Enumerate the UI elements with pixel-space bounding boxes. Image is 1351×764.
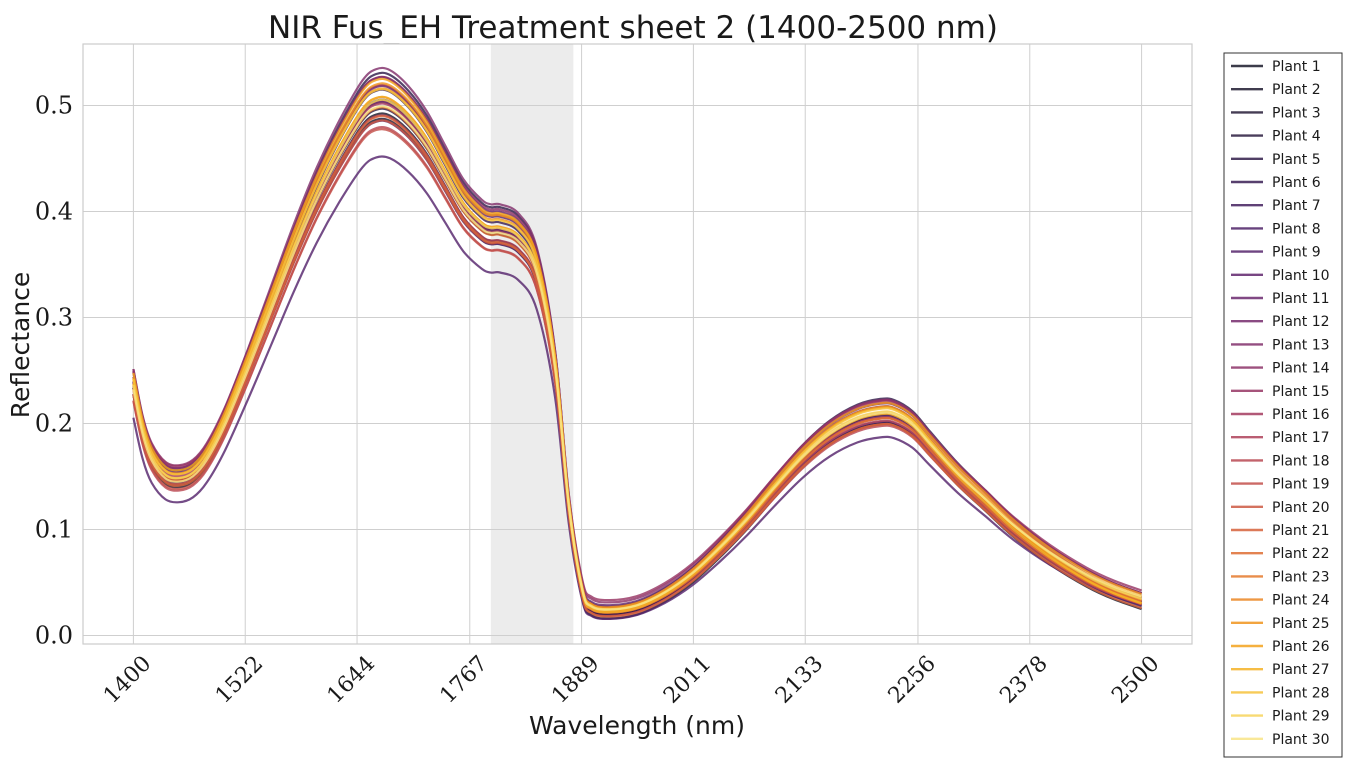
x-tick-label: 1644 (323, 651, 380, 708)
legend-label-9: Plant 9 (1272, 245, 1321, 261)
legend-label-28: Plant 28 (1272, 685, 1330, 701)
x-tick-label: 2133 (771, 651, 828, 708)
legend-label-25: Plant 25 (1272, 616, 1330, 632)
shaded-region-layer (490, 44, 574, 644)
legend-label-15: Plant 15 (1272, 384, 1330, 400)
legend-label-23: Plant 23 (1272, 569, 1330, 585)
x-tick-label: 1400 (99, 651, 156, 708)
series-line-9 (132, 155, 1142, 621)
x-tick-label: 2011 (659, 651, 716, 708)
x-tick-label: 2256 (884, 651, 941, 708)
legend-label-3: Plant 3 (1272, 105, 1321, 121)
legend-label-20: Plant 20 (1272, 500, 1330, 516)
x-tick-label: 1522 (211, 651, 268, 708)
legend-box (1223, 52, 1343, 758)
legend-label-4: Plant 4 (1272, 129, 1321, 145)
legend-label-21: Plant 21 (1272, 523, 1330, 539)
legend-label-10: Plant 10 (1272, 268, 1330, 284)
chart-title: NIR Fus_EH Treatment sheet 2 (1400-2500 … (268, 10, 998, 46)
plot-area (83, 44, 1192, 644)
y-axis-label: Reflectance (6, 272, 35, 419)
shaded-region (490, 44, 574, 644)
legend-label-29: Plant 29 (1272, 709, 1330, 725)
x-tick-label: 2378 (995, 651, 1052, 708)
plot-background (83, 44, 1192, 644)
x-tick-label: 1767 (435, 651, 492, 708)
legend-label-13: Plant 13 (1272, 337, 1330, 353)
legend-label-30: Plant 30 (1272, 732, 1330, 748)
legend-label-19: Plant 19 (1272, 477, 1330, 493)
legend-label-14: Plant 14 (1272, 361, 1330, 377)
grid-layer (83, 44, 1192, 644)
legend-label-27: Plant 27 (1272, 662, 1330, 678)
x-tick-label: 1889 (547, 651, 604, 708)
legend-label-18: Plant 18 (1272, 453, 1330, 469)
legend-label-8: Plant 8 (1272, 221, 1321, 237)
x-axis-label: Wavelength (nm) (529, 711, 745, 740)
y-tick-labels: 0.0 0.1 0.2 0.3 0.4 0.5 (35, 91, 73, 649)
y-tick-label: 0.5 (35, 91, 73, 119)
series-layer (132, 66, 1143, 621)
plot-frame (82, 43, 1193, 645)
x-tick-label: 2500 (1107, 651, 1164, 708)
legend-label-26: Plant 26 (1272, 639, 1330, 655)
legend: Plant 1 Plant 2 Plant 3 Plant 4 Plant 5 Plant… (1223, 52, 1343, 758)
series-line-30 (132, 105, 1142, 611)
legend-label-1: Plant 1 (1272, 59, 1321, 75)
legend-label-11: Plant 11 (1272, 291, 1330, 307)
legend-label-12: Plant 12 (1272, 314, 1330, 330)
plot-frame-layer (82, 43, 1193, 645)
legend-label-2: Plant 2 (1272, 82, 1321, 98)
legend-label-5: Plant 5 (1272, 152, 1321, 168)
y-tick-label: 0.2 (35, 410, 73, 438)
y-tick-label: 0.0 (35, 622, 73, 650)
legend-label-6: Plant 6 (1272, 175, 1321, 191)
legend-label-17: Plant 17 (1272, 430, 1330, 446)
x-tick-labels: 1400 1522 1644 1767 1889 2011 2133 2256 2378 2500 (99, 651, 1164, 708)
y-tick-label: 0.3 (35, 303, 73, 331)
legend-label-16: Plant 16 (1272, 407, 1330, 423)
legend-label-22: Plant 22 (1272, 546, 1330, 562)
legend-label-24: Plant 24 (1272, 593, 1330, 609)
y-tick-label: 0.4 (35, 197, 73, 225)
y-tick-label: 0.1 (35, 516, 73, 544)
legend-label-7: Plant 7 (1272, 198, 1321, 214)
